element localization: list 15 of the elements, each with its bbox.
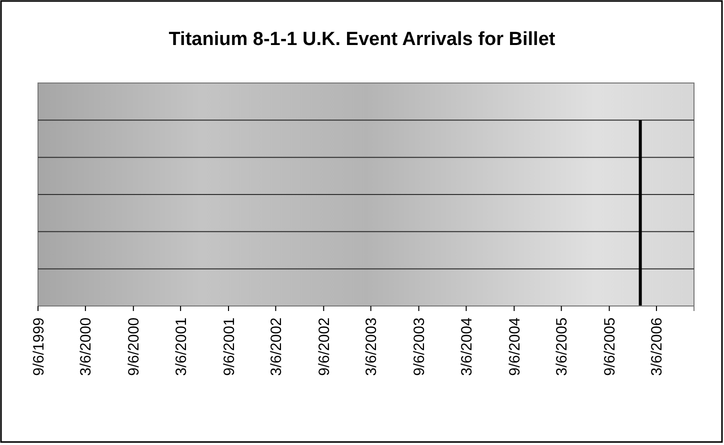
- x-tick-label: 3/6/2002: [268, 318, 285, 376]
- x-tick-label: 9/6/2000: [126, 318, 143, 376]
- x-tick-label: 9/6/2002: [316, 318, 333, 376]
- x-tick-label: 3/6/2001: [172, 318, 190, 376]
- x-tick-label: 3/6/2004: [458, 318, 476, 376]
- x-tick-label: 9/6/2004: [506, 318, 524, 376]
- x-tick-label: 3/6/2005: [554, 318, 571, 376]
- chart-title: Titanium 8-1-1 U.K. Event Arrivals for Billet: [168, 29, 556, 50]
- x-tick-label: 9/6/2003: [411, 318, 428, 376]
- x-tick-label: 3/6/2000: [78, 318, 95, 376]
- x-tick-label: 3/6/2006: [648, 318, 666, 376]
- x-tick-label: 9/6/2005: [602, 318, 619, 376]
- x-tick-label: 9/6/2001: [220, 318, 238, 376]
- x-tick-label: 3/6/2003: [363, 318, 380, 376]
- x-tick-label: 9/6/1999: [30, 318, 48, 376]
